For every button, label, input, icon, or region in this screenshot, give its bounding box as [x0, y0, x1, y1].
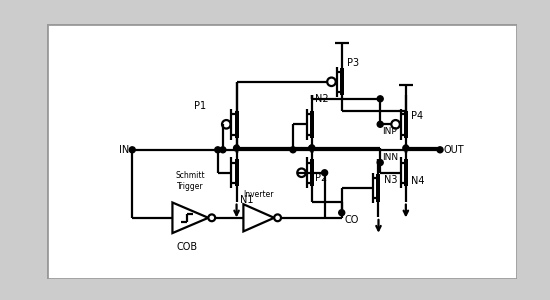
- Circle shape: [322, 170, 328, 176]
- Circle shape: [377, 121, 383, 127]
- Text: IN: IN: [119, 145, 129, 155]
- Circle shape: [290, 147, 296, 153]
- Text: COB: COB: [177, 242, 197, 252]
- Text: P1: P1: [194, 100, 206, 111]
- Text: N3: N3: [383, 175, 397, 184]
- Text: CO: CO: [344, 214, 359, 224]
- Text: N1: N1: [240, 195, 254, 205]
- Circle shape: [377, 160, 383, 166]
- Circle shape: [234, 145, 240, 151]
- Circle shape: [437, 147, 443, 153]
- Text: P4: P4: [411, 111, 423, 121]
- Text: P3: P3: [347, 58, 359, 68]
- Circle shape: [220, 147, 226, 153]
- Text: N2: N2: [315, 94, 329, 104]
- Text: Inverter: Inverter: [244, 190, 274, 199]
- Text: INP: INP: [382, 127, 397, 136]
- Text: Schmitt
Trigger: Schmitt Trigger: [175, 171, 205, 190]
- Circle shape: [214, 147, 221, 153]
- Circle shape: [309, 145, 315, 151]
- Circle shape: [129, 147, 135, 153]
- Circle shape: [309, 145, 315, 151]
- Circle shape: [377, 96, 383, 102]
- Circle shape: [339, 210, 345, 216]
- Circle shape: [403, 145, 409, 151]
- Text: INN: INN: [382, 153, 398, 162]
- Text: N4: N4: [411, 176, 425, 186]
- Text: P2: P2: [315, 173, 327, 183]
- Text: OUT: OUT: [443, 145, 464, 155]
